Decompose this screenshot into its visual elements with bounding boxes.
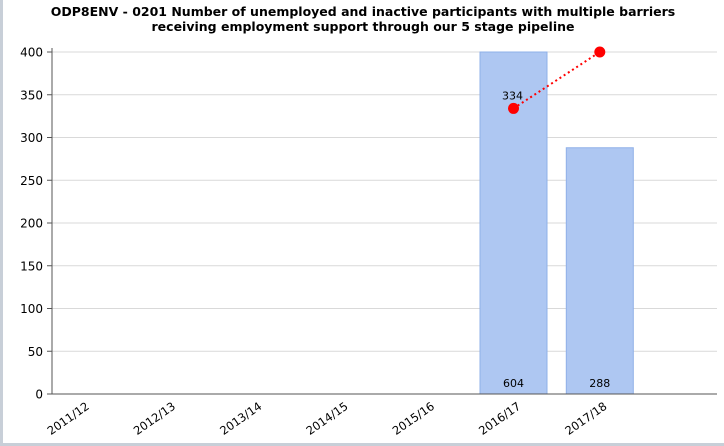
chart-title: ODP8ENV - 0201 Number of unemployed and … bbox=[8, 4, 718, 34]
y-tick-label-100: 100 bbox=[20, 302, 43, 316]
y-tick-label-250: 250 bbox=[20, 174, 43, 188]
line-point-2016/17 bbox=[508, 102, 519, 114]
x-tick-label-2011-12: 2011/12 bbox=[45, 399, 92, 438]
line-point-2017/18 bbox=[594, 46, 606, 58]
x-tick-label-2013-14: 2013/14 bbox=[217, 399, 264, 438]
x-tick-label-2017-18: 2017/18 bbox=[562, 399, 609, 438]
data-labels: 604 288 334 bbox=[502, 89, 610, 390]
x-tick-label-2014-15: 2014/15 bbox=[303, 399, 350, 438]
y-tick-label-200: 200 bbox=[20, 217, 43, 231]
y-tick-label-50: 50 bbox=[28, 345, 43, 359]
y-tick-label-300: 300 bbox=[20, 131, 43, 145]
bar-2017/18 bbox=[565, 147, 634, 395]
y-tick-label-400: 400 bbox=[20, 46, 43, 60]
y-tick-label-150: 150 bbox=[20, 259, 43, 273]
x-tick-label-2012-13: 2012/13 bbox=[131, 399, 178, 438]
line-series bbox=[508, 46, 606, 114]
bar-label-2016/17: 604 bbox=[503, 377, 524, 390]
line-label-2016/17: 334 bbox=[502, 89, 523, 102]
bar-label-2017/18: 288 bbox=[589, 377, 610, 390]
y-tick-label-350: 350 bbox=[20, 88, 43, 102]
x-tick-label-2015-16: 2015/16 bbox=[390, 399, 437, 438]
y-tick-label-0: 0 bbox=[35, 388, 43, 402]
chart-title-line-1: ODP8ENV - 0201 Number of unemployed and … bbox=[50, 4, 676, 19]
line-series-path bbox=[512, 51, 601, 110]
chart-title-line-2: receiving employment support through our… bbox=[151, 19, 575, 34]
x-tick-label-2016-17: 2016/17 bbox=[476, 399, 523, 438]
